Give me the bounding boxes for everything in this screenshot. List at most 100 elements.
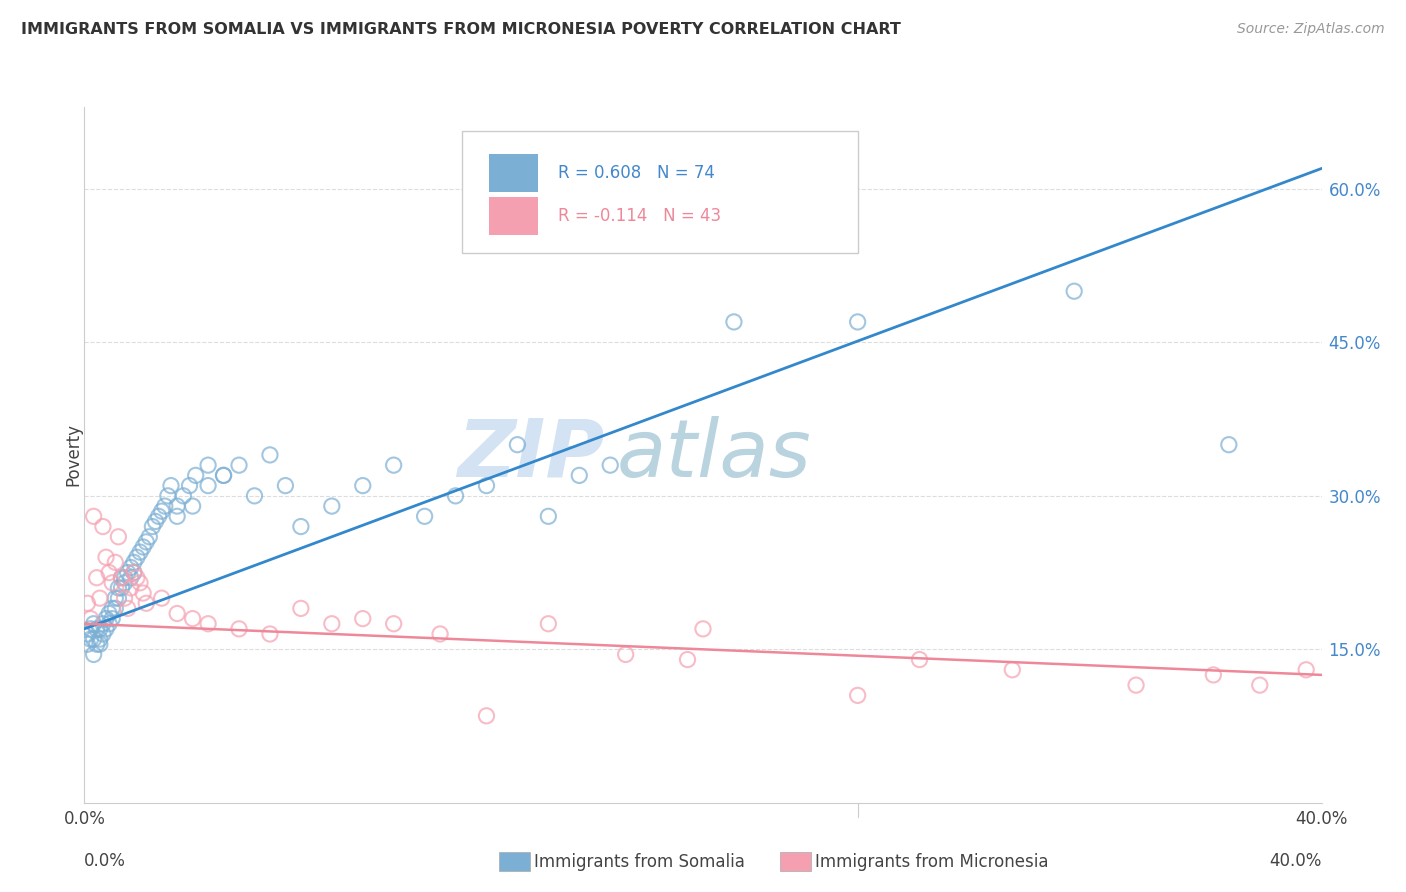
Point	[475, 478, 498, 492]
Point	[79, 632, 101, 646]
Point	[89, 632, 111, 646]
Point	[110, 571, 132, 585]
Point	[166, 499, 188, 513]
Point	[76, 637, 98, 651]
FancyBboxPatch shape	[489, 197, 538, 235]
Point	[172, 489, 194, 503]
Point	[94, 612, 117, 626]
Point	[83, 509, 105, 524]
Point	[125, 550, 148, 565]
Point	[382, 616, 405, 631]
Point	[76, 596, 98, 610]
Point	[352, 478, 374, 492]
Point	[537, 616, 560, 631]
Point	[107, 591, 129, 606]
Point	[132, 540, 155, 554]
FancyBboxPatch shape	[489, 153, 538, 192]
Point	[79, 622, 101, 636]
Point	[101, 612, 124, 626]
Point	[145, 515, 167, 529]
Point	[94, 550, 117, 565]
Point	[114, 591, 136, 606]
Point	[692, 622, 714, 636]
Point	[156, 489, 179, 503]
Point	[129, 575, 152, 590]
Point	[76, 627, 98, 641]
Point	[135, 596, 157, 610]
Point	[150, 504, 173, 518]
Point	[166, 509, 188, 524]
Point	[228, 622, 250, 636]
Text: IMMIGRANTS FROM SOMALIA VS IMMIGRANTS FROM MICRONESIA POVERTY CORRELATION CHART: IMMIGRANTS FROM SOMALIA VS IMMIGRANTS FR…	[21, 22, 901, 37]
Point	[1218, 438, 1240, 452]
Point	[94, 622, 117, 636]
Point	[104, 555, 127, 569]
Point	[179, 478, 201, 492]
Point	[444, 489, 467, 503]
Text: R = -0.114   N = 43: R = -0.114 N = 43	[558, 207, 721, 226]
Point	[138, 530, 160, 544]
Point	[1125, 678, 1147, 692]
Point	[676, 652, 699, 666]
Point	[114, 571, 136, 585]
Point	[197, 478, 219, 492]
Point	[117, 601, 139, 615]
Point	[1202, 668, 1225, 682]
Point	[212, 468, 235, 483]
Point	[568, 468, 591, 483]
Point	[352, 612, 374, 626]
Point	[723, 315, 745, 329]
Point	[91, 627, 114, 641]
Text: 0.0%: 0.0%	[84, 852, 127, 870]
Point	[120, 571, 142, 585]
Point	[181, 612, 204, 626]
Point	[86, 622, 108, 636]
Text: ZIP: ZIP	[457, 416, 605, 494]
Point	[120, 560, 142, 574]
Point	[122, 566, 145, 580]
Point	[846, 689, 869, 703]
Point	[98, 616, 121, 631]
Point	[104, 591, 127, 606]
Point	[413, 509, 436, 524]
Point	[197, 616, 219, 631]
Point	[132, 586, 155, 600]
Point	[89, 637, 111, 651]
Point	[1001, 663, 1024, 677]
Point	[181, 499, 204, 513]
Point	[475, 708, 498, 723]
Point	[89, 591, 111, 606]
Point	[166, 607, 188, 621]
Point	[212, 468, 235, 483]
Point	[110, 571, 132, 585]
Point	[160, 478, 183, 492]
Point	[1063, 284, 1085, 298]
Point	[83, 616, 105, 631]
Point	[110, 581, 132, 595]
Point	[259, 448, 281, 462]
Point	[91, 519, 114, 533]
Point	[107, 581, 129, 595]
Point	[274, 478, 297, 492]
Point	[290, 601, 312, 615]
Text: R = 0.608   N = 74: R = 0.608 N = 74	[558, 164, 716, 182]
Point	[117, 566, 139, 580]
Point	[125, 571, 148, 585]
Point	[506, 438, 529, 452]
Point	[908, 652, 931, 666]
Point	[846, 315, 869, 329]
Point	[91, 616, 114, 631]
Point	[197, 458, 219, 472]
Point	[135, 535, 157, 549]
Point	[86, 637, 108, 651]
Point	[122, 555, 145, 569]
Point	[141, 519, 163, 533]
Point	[98, 607, 121, 621]
FancyBboxPatch shape	[461, 131, 858, 253]
Point	[104, 601, 127, 615]
Point	[89, 622, 111, 636]
Point	[228, 458, 250, 472]
Point	[101, 575, 124, 590]
Point	[290, 519, 312, 533]
Point	[79, 612, 101, 626]
